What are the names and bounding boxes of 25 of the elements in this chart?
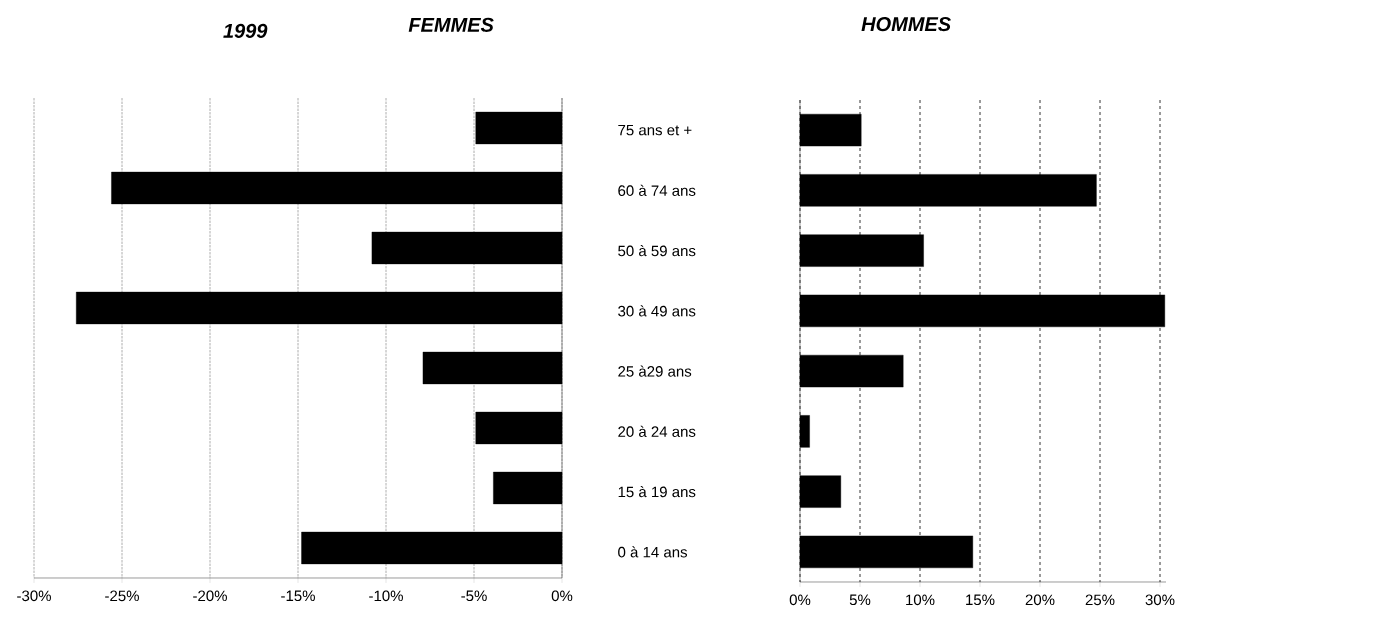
y-tick-label: 15 à 19 ans [618,486,696,498]
y-tick-label: 25 à29 ans [618,365,692,377]
y-tick-label: 20 à 24 ans [618,425,696,437]
x-tick-label: 20% [1025,594,1055,606]
y-tick-label: 30 à 49 ans [618,305,696,317]
y-tick-label: 50 à 59 ans [618,245,696,257]
chart-title: HOMMES [861,17,951,32]
x-tick-label: 0% [789,594,811,606]
y-tick-label: 60 à 74 ans [618,184,696,196]
text: 1999 [223,23,268,38]
x-tick-label: -10% [369,590,403,602]
x-tick-label: 0% [551,590,573,602]
x-tick-label: 25% [1085,594,1115,606]
x-tick-label: -30% [17,590,51,602]
y-tick-label: 0 à 14 ans [618,546,688,558]
x-tick-label: -15% [281,590,315,602]
x-tick-label: 15% [966,594,995,606]
x-tick-label: -20% [193,590,227,602]
x-tick-label: 5% [849,594,871,606]
x-tick-label: -5% [461,590,487,602]
chart-title: FEMMES [408,17,494,32]
x-tick-label: 10% [906,594,935,606]
x-tick-label: 30% [1145,594,1175,606]
y-tick-label: 75 ans et + [618,124,692,136]
x-tick-label: -25% [105,590,139,602]
